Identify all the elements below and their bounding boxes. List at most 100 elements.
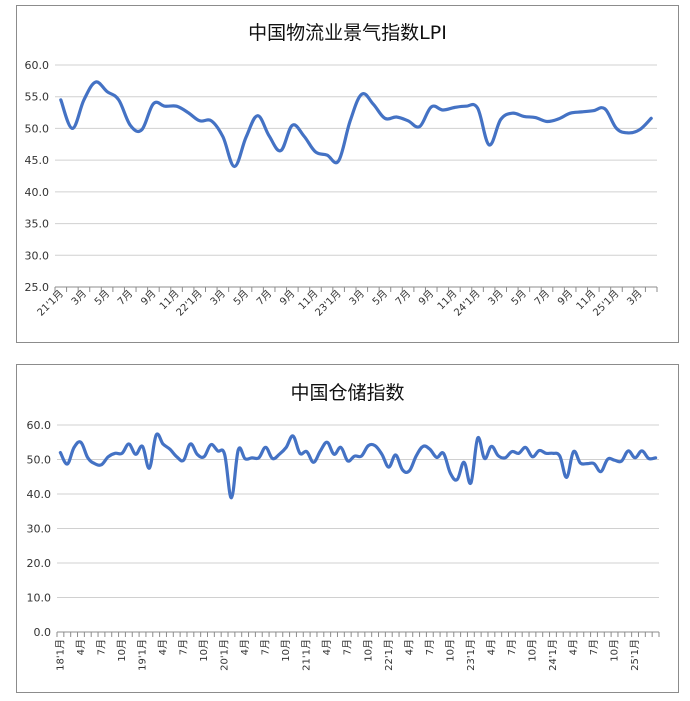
data-point (83, 99, 85, 101)
y-tick-label: 60.0 (25, 59, 50, 72)
data-point (256, 115, 258, 117)
data-point (372, 103, 374, 105)
data-point (222, 135, 224, 137)
y-tick-label: 35.0 (25, 218, 50, 231)
data-point (292, 435, 294, 437)
data-point (430, 106, 432, 108)
data-point (600, 470, 602, 472)
data-point (367, 445, 369, 447)
data-point (162, 443, 164, 445)
x-tick-label: 3月 (486, 288, 506, 308)
data-point (581, 111, 583, 113)
data-point (518, 452, 520, 454)
data-point (435, 456, 437, 458)
x-tick-label: 4月 (239, 639, 251, 655)
data-point (326, 441, 328, 443)
data-point (134, 453, 136, 455)
data-point (347, 460, 349, 462)
data-point (223, 453, 225, 455)
data-point (490, 445, 492, 447)
data-point (271, 457, 273, 459)
x-tick-label: 3月 (625, 288, 645, 308)
data-point (504, 457, 506, 459)
data-point (477, 437, 479, 439)
x-tick-label: 7月 (254, 288, 274, 308)
data-point (592, 109, 594, 111)
data-point (524, 446, 526, 448)
data-point (604, 108, 606, 110)
data-point (552, 452, 554, 454)
data-point (175, 105, 177, 107)
data-point (429, 448, 431, 450)
y-tick-label: 30.0 (25, 249, 50, 262)
y-tick-label: 60.0 (27, 419, 52, 432)
data-point (199, 120, 201, 122)
data-point (187, 111, 189, 113)
data-point (579, 462, 581, 464)
x-tick-label: 18'1月 (54, 639, 66, 671)
y-tick-label: 20.0 (27, 557, 52, 570)
data-point (572, 450, 574, 452)
lpi-chart-title: 中国物流业景气指数LPI (248, 22, 447, 44)
x-tick-label: 10月 (116, 639, 128, 662)
data-point (569, 112, 571, 114)
data-point (128, 443, 130, 445)
x-tick-label: 5月 (509, 288, 529, 308)
data-point (442, 452, 444, 454)
x-tick-label: 7月 (588, 639, 600, 655)
x-tick-label: 7月 (342, 639, 354, 655)
data-point (258, 457, 260, 459)
data-point (244, 458, 246, 460)
data-point (291, 124, 293, 126)
y-tick-label: 10.0 (27, 592, 52, 605)
data-point (531, 456, 533, 458)
data-point (305, 450, 307, 452)
x-tick-label: 7月 (424, 639, 436, 655)
data-point (106, 90, 108, 92)
data-point (606, 458, 608, 460)
data-point (326, 154, 328, 156)
data-point (620, 460, 622, 462)
y-tick-label: 50.0 (25, 122, 50, 135)
data-point (155, 434, 157, 436)
data-point (141, 445, 143, 447)
data-point (93, 462, 95, 464)
data-point (251, 457, 253, 459)
data-point (203, 456, 205, 458)
data-point (107, 456, 109, 458)
data-point (453, 106, 455, 108)
data-point (465, 105, 467, 107)
x-tick-label: 25'1月 (591, 288, 622, 319)
data-point (388, 466, 390, 468)
data-point (189, 443, 191, 445)
x-tick-label: 4月 (567, 639, 579, 655)
data-point (299, 452, 301, 454)
warehouse-chart-svg: 0.0 10.0 20.0 30.0 40.0 50.0 60.0 18'1月 4月 7月 10月 1… (27, 419, 660, 671)
data-point (545, 452, 547, 454)
data-point (523, 115, 525, 117)
data-point (285, 446, 287, 448)
y-tick-label: 45.0 (25, 154, 50, 167)
x-tick-label: 7月 (393, 288, 413, 308)
data-point (87, 457, 89, 459)
data-point (613, 459, 615, 461)
x-tick-label: 9月 (138, 288, 158, 308)
data-point (500, 118, 502, 120)
x-tick-label: 7月 (115, 288, 135, 308)
x-tick-label: 23'1月 (313, 288, 344, 319)
x-tick-label: 4月 (485, 639, 497, 655)
y-tick-label: 40.0 (25, 186, 50, 199)
data-point (654, 457, 656, 459)
x-tick-label: 4月 (403, 639, 415, 655)
data-point (546, 120, 548, 122)
x-tick-label: 20'1月 (219, 639, 231, 671)
data-point (650, 117, 652, 119)
data-point (129, 124, 131, 126)
data-point (615, 127, 617, 129)
data-point (176, 456, 178, 458)
data-point (422, 445, 424, 447)
x-tick-label: 3月 (69, 288, 89, 308)
data-point (278, 453, 280, 455)
data-point (648, 457, 650, 459)
data-point (361, 93, 363, 95)
